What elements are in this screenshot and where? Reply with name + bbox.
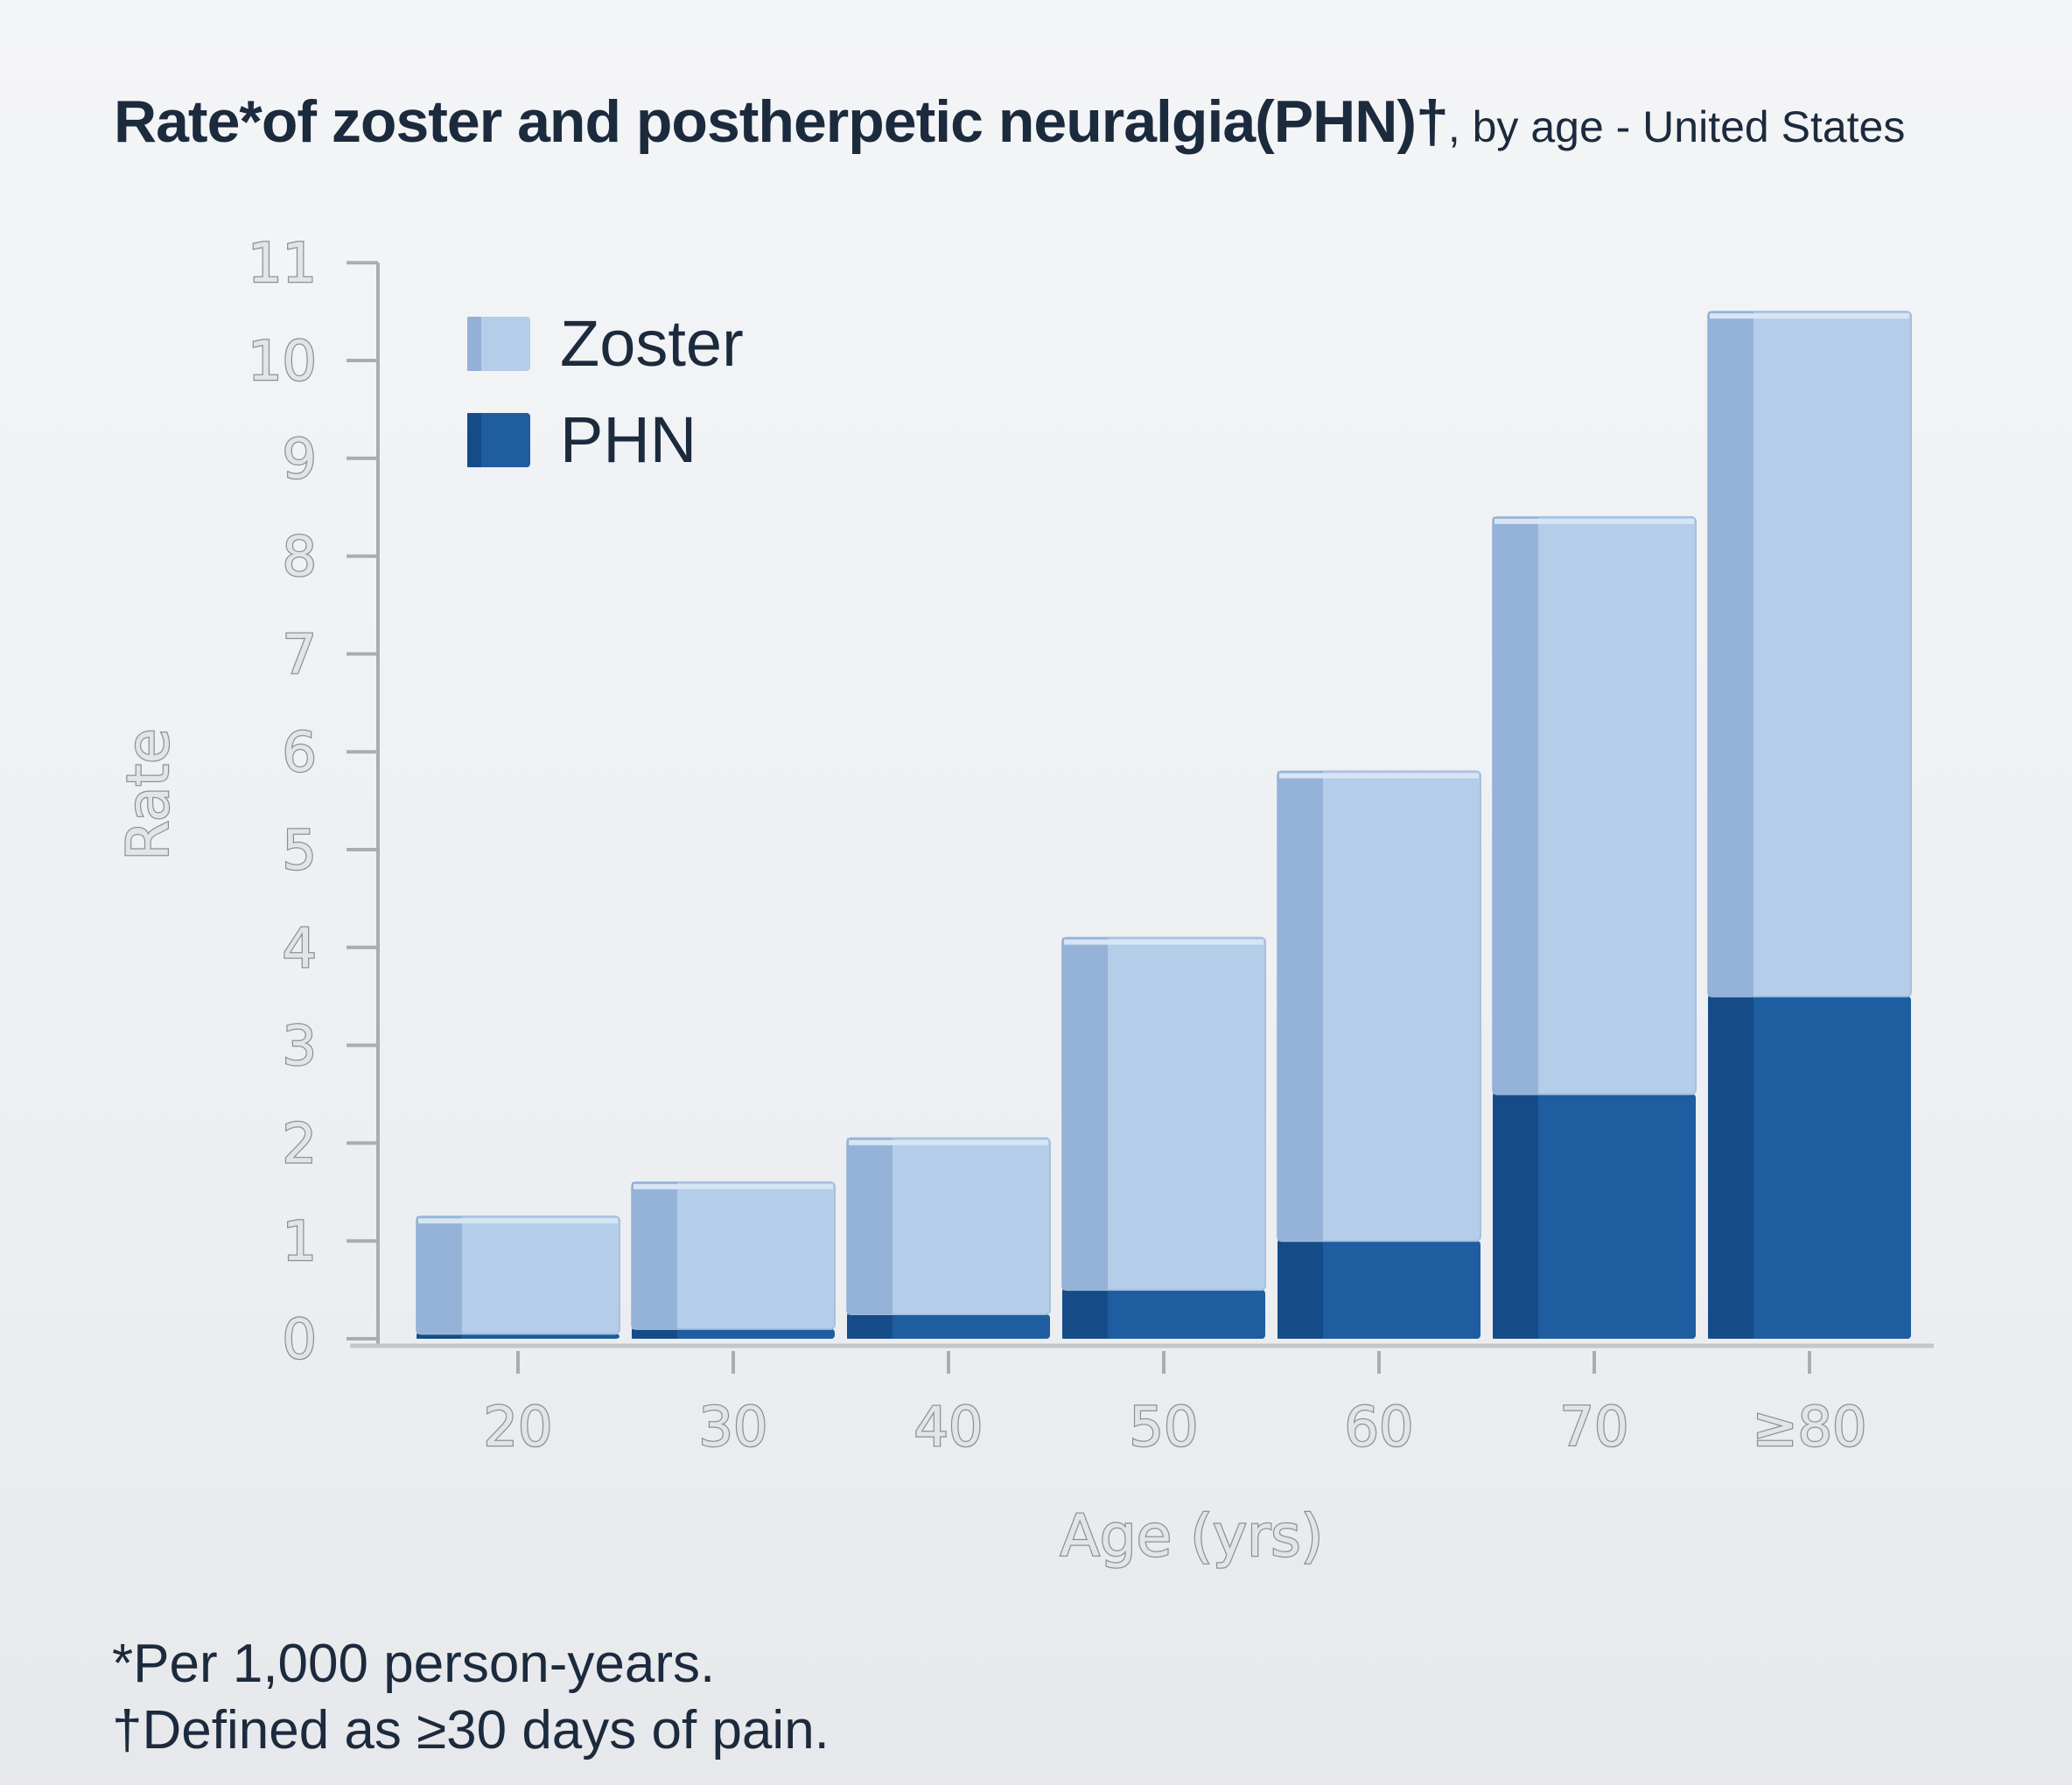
bar-phn-side-80: [1708, 996, 1754, 1339]
bar-zoster-side-70: [1493, 516, 1538, 1095]
y-tick-label-11: 11: [248, 231, 317, 295]
y-tick-label-3: 3: [283, 1014, 317, 1078]
bar-phn-side-70: [1493, 1094, 1538, 1339]
bar-zoster-highlight-20: [418, 1218, 618, 1224]
bar-phn-side-60: [1278, 1241, 1323, 1339]
x-tick-label-40: 40: [914, 1395, 984, 1459]
legend: Zoster PHN: [467, 307, 744, 476]
bar-zoster-highlight-50: [1064, 939, 1264, 945]
legend-swatch-side-zoster: [467, 317, 481, 371]
bars: [416, 311, 1912, 1339]
bar-phn-80: [1708, 996, 1911, 1339]
bar-zoster-side-60: [1278, 771, 1323, 1242]
legend-swatch-phn: [467, 413, 530, 467]
bar-phn-side-50: [1062, 1290, 1108, 1339]
bar-zoster-side-30: [632, 1182, 677, 1329]
x-tick-label-60: 60: [1345, 1395, 1414, 1459]
chart-title-main: Rate*of zoster and postherpetic neuralgi…: [114, 88, 1449, 155]
x-tick-label-80: ≥80: [1753, 1395, 1867, 1459]
y-tick-label-9: 9: [283, 427, 317, 491]
x-axis-title: Age (yrs): [1060, 1502, 1324, 1570]
y-tick-label-0: 0: [283, 1307, 317, 1371]
bar-phn-70: [1493, 1094, 1696, 1339]
bar-phn-60: [1278, 1241, 1480, 1339]
bar-zoster-highlight-40: [849, 1139, 1048, 1145]
legend-swatch-zoster: [467, 317, 530, 371]
legend-label-zoster: Zoster: [560, 307, 744, 380]
y-tick-label-6: 6: [283, 720, 317, 784]
bar-zoster-side-50: [1062, 937, 1108, 1291]
y-tick-label-1: 1: [283, 1209, 317, 1273]
bar-phn-20: [416, 1334, 620, 1339]
y-axis-title: Rate: [115, 728, 182, 860]
bar-phn-30: [632, 1328, 835, 1339]
axes: 0 1 2 3 4 5 6 7 8 9 10 11 Rate Age (yrs) 20 30 40 50 60 70 ≥…: [114, 230, 1934, 1571]
legend-label-phn: PHN: [560, 403, 696, 476]
legend-swatch-side-phn: [467, 413, 481, 467]
bar-phn-50: [1062, 1290, 1265, 1339]
footnote-per-1000: *Per 1,000 person-years.: [112, 1634, 716, 1694]
y-tick-label-5: 5: [283, 818, 317, 882]
y-tick-label-10: 10: [248, 329, 317, 393]
footnote-pain-definition: †Defined as ≥30 days of pain.: [112, 1700, 830, 1760]
x-tick-label-20: 20: [484, 1395, 553, 1459]
bar-phn-side-40: [847, 1314, 892, 1339]
chart-title: Rate*of zoster and postherpetic neuralgi…: [114, 88, 2039, 156]
bar-zoster-highlight-60: [1279, 773, 1479, 779]
bar-phn-side-20: [416, 1334, 462, 1339]
bar-zoster-side-80: [1708, 312, 1754, 997]
bar-zoster-highlight-70: [1494, 518, 1694, 524]
bar-phn-40: [847, 1314, 1050, 1339]
bar-phn-side-30: [632, 1328, 677, 1339]
bar-zoster-side-40: [847, 1138, 892, 1315]
y-tick-label-8: 8: [283, 525, 317, 589]
y-tick-label-2: 2: [283, 1111, 317, 1175]
x-tick-label-50: 50: [1130, 1395, 1199, 1459]
y-tick-label-7: 7: [283, 622, 317, 686]
x-tick-label-70: 70: [1560, 1395, 1629, 1459]
bar-zoster-side-20: [416, 1216, 462, 1334]
chart-subtitle: , by age - United States: [1447, 102, 1906, 151]
bar-zoster-highlight-30: [634, 1184, 833, 1190]
x-tick-label-30: 30: [699, 1395, 768, 1459]
y-tick-label-4: 4: [283, 916, 317, 980]
bar-zoster-highlight-80: [1710, 313, 1909, 319]
